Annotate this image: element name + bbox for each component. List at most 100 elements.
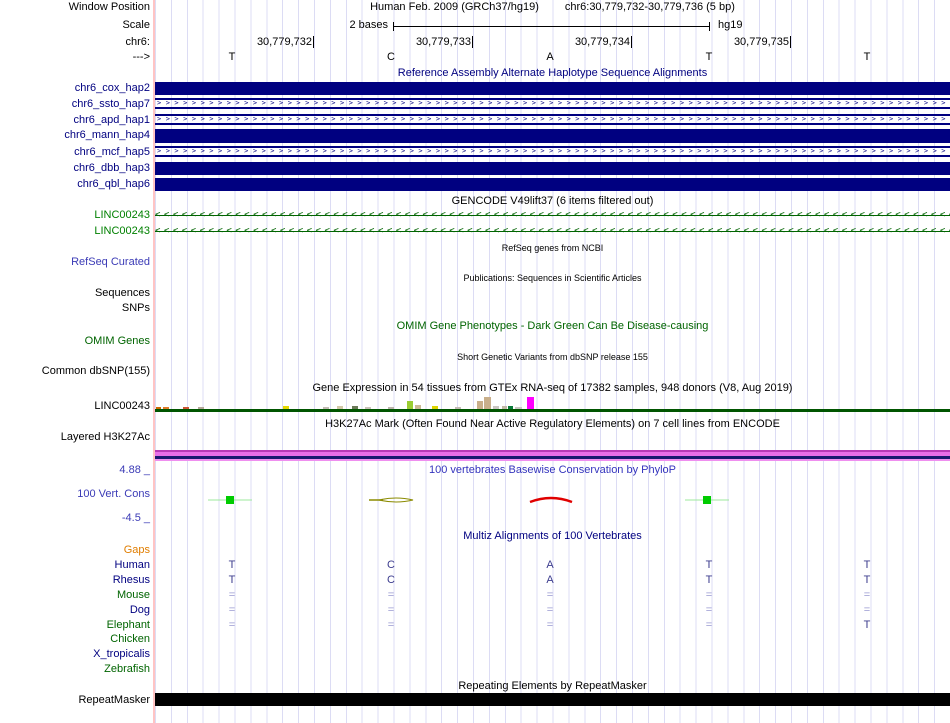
track-label-repeatmasker[interactable]: RepeatMasker xyxy=(78,694,150,706)
gtex-expression-bar[interactable] xyxy=(455,407,461,409)
alignment-base: T xyxy=(863,574,871,586)
hap-alignment-bar[interactable] xyxy=(155,82,950,95)
alignment-base: A xyxy=(546,559,554,571)
alignment-base: C xyxy=(387,574,395,586)
gene-model-chevrons[interactable]: <<<<<<<<<<<<<<<<<<<<<<<<<<<<<<<<<<<<<<<<… xyxy=(155,226,950,237)
gtex-expression-bar[interactable] xyxy=(283,406,289,409)
track-label-rhesus[interactable]: Rhesus xyxy=(112,574,150,586)
gtex-expression-bar[interactable] xyxy=(388,407,394,409)
refseq-track-title[interactable]: RefSeq genes from NCBI xyxy=(501,243,604,253)
track-label-gaps[interactable]: Gaps xyxy=(123,544,150,556)
gtex-expression-bar[interactable] xyxy=(407,401,413,409)
track-label-refseq-curated[interactable]: RefSeq Curated xyxy=(71,256,150,268)
track-label-x-tropicalis[interactable]: X_tropicalis xyxy=(93,648,150,660)
track-label-100-vert-cons[interactable]: 100 Vert. Cons xyxy=(77,488,150,500)
gene-model-chevrons[interactable]: <<<<<<<<<<<<<<<<<<<<<<<<<<<<<<<<<<<<<<<<… xyxy=(155,210,950,221)
gtex-gene-label[interactable]: LINC00243 xyxy=(94,400,150,412)
alignment-gap: = xyxy=(705,604,713,616)
gtex-expression-bar[interactable] xyxy=(515,407,522,409)
gtex-expression-bar[interactable] xyxy=(352,406,358,409)
hap-alignment-chevrons[interactable]: >>>>>>>>>>>>>>>>>>>>>>>>>>>>>>>>>>>>>>>>… xyxy=(155,98,950,109)
gtex-expression-bar[interactable] xyxy=(502,406,507,409)
repeatmasker-track-title[interactable]: Repeating Elements by RepeatMasker xyxy=(458,680,647,692)
h3k27ac-track-title[interactable]: H3K27Ac Mark (Often Found Near Active Re… xyxy=(325,418,780,430)
track-label-apd-hap1[interactable]: chr6_apd_hap1 xyxy=(73,114,150,126)
gtex-expression-bar[interactable] xyxy=(163,407,169,409)
scale-bar xyxy=(393,22,710,31)
ruler-tick xyxy=(790,36,791,48)
omim-track-title[interactable]: OMIM Gene Phenotypes - Dark Green Can Be… xyxy=(396,320,709,332)
track-label-snps[interactable]: SNPs xyxy=(121,302,150,314)
ruler-tick-label: 30,779,732 xyxy=(256,36,312,48)
phylop-negative-mark[interactable] xyxy=(528,493,574,508)
gencode-track-title[interactable]: GENCODE V49lift37 (6 items filtered out) xyxy=(451,195,654,207)
track-label-layered-h3k27ac[interactable]: Layered H3K27Ac xyxy=(60,431,150,443)
phylop-olive-mark[interactable] xyxy=(369,495,415,508)
scale-label: Scale xyxy=(122,19,150,31)
track-label-elephant[interactable]: Elephant xyxy=(106,619,150,631)
gtex-expression-bar[interactable] xyxy=(365,407,371,409)
alignment-base: T xyxy=(705,559,713,571)
hap-alignment-bar[interactable] xyxy=(155,178,950,191)
h3k27ac-layered-signal[interactable] xyxy=(155,450,950,461)
gene-label-linc00243[interactable]: LINC00243 xyxy=(94,225,150,237)
track-label-ssto-hap7[interactable]: chr6_ssto_hap7 xyxy=(71,98,150,110)
track-label-human[interactable]: Human xyxy=(114,559,150,571)
track-label-mann-hap4[interactable]: chr6_mann_hap4 xyxy=(64,129,150,141)
gtex-expression-bar[interactable] xyxy=(477,401,483,409)
hap-alignment-chevrons[interactable]: >>>>>>>>>>>>>>>>>>>>>>>>>>>>>>>>>>>>>>>>… xyxy=(155,114,950,125)
strand-arrow-label[interactable]: ---> xyxy=(132,51,150,63)
alignment-gap: = xyxy=(228,619,236,631)
alignment-gap: = xyxy=(863,589,871,601)
scale-genome: hg19 xyxy=(718,19,743,31)
dbsnp-track-title[interactable]: Short Genetic Variants from dbSNP releas… xyxy=(457,352,648,362)
gtex-expression-barchart[interactable] xyxy=(155,397,950,409)
alignment-gap: = xyxy=(387,604,395,616)
gtex-expression-bar[interactable] xyxy=(508,406,513,409)
multiz-track-title[interactable]: Multiz Alignments of 100 Vertebrates xyxy=(463,530,642,542)
track-label-zebrafish[interactable]: Zebrafish xyxy=(104,663,150,675)
track-label-qbl-hap6[interactable]: chr6_qbl_hap6 xyxy=(77,178,150,190)
hap-alignment-chevrons[interactable]: >>>>>>>>>>>>>>>>>>>>>>>>>>>>>>>>>>>>>>>>… xyxy=(155,146,950,157)
alignment-gap: = xyxy=(387,589,395,601)
chrom-label: chr6: xyxy=(125,36,150,48)
hap-alignment-bar[interactable] xyxy=(155,162,950,175)
gtex-expression-bar[interactable] xyxy=(198,407,204,409)
gtex-expression-bar[interactable] xyxy=(337,406,343,409)
reference-base: T xyxy=(228,51,236,63)
hap-track-title[interactable]: Reference Assembly Alternate Haplotype S… xyxy=(397,67,708,79)
track-label-chicken[interactable]: Chicken xyxy=(110,633,150,645)
track-label-common-dbsnp[interactable]: Common dbSNP(155) xyxy=(41,365,150,377)
gtex-expression-bar[interactable] xyxy=(527,397,534,409)
track-label-omim-genes[interactable]: OMIM Genes xyxy=(84,335,150,347)
phylop-positive-mark[interactable] xyxy=(685,495,729,508)
phylop-track-title[interactable]: 100 vertebrates Basewise Conservation by… xyxy=(428,464,677,476)
repeatmasker-element-bar[interactable] xyxy=(155,693,950,706)
gtex-expression-bar[interactable] xyxy=(156,407,161,409)
track-label-dbb-hap3[interactable]: chr6_dbb_hap3 xyxy=(73,162,150,174)
alignment-gap: = xyxy=(228,589,236,601)
track-label-mouse[interactable]: Mouse xyxy=(116,589,150,601)
window-position-label: Window Position xyxy=(68,1,150,13)
publications-track-title[interactable]: Publications: Sequences in Scientific Ar… xyxy=(463,273,642,283)
hap-alignment-bar[interactable] xyxy=(155,129,950,143)
track-label-mcf-hap5[interactable]: chr6_mcf_hap5 xyxy=(74,146,150,158)
gtex-expression-bar[interactable] xyxy=(484,397,491,409)
ruler-tick-label: 30,779,734 xyxy=(574,36,630,48)
gtex-track-title[interactable]: Gene Expression in 54 tissues from GTEx … xyxy=(312,382,793,394)
gtex-expression-bar[interactable] xyxy=(493,406,499,409)
gtex-gene-baseline[interactable] xyxy=(155,409,950,412)
phylop-positive-mark[interactable] xyxy=(208,495,252,508)
gtex-expression-bar[interactable] xyxy=(415,405,421,409)
gene-label-linc00243[interactable]: LINC00243 xyxy=(94,209,150,221)
track-label-dog[interactable]: Dog xyxy=(129,604,150,616)
track-label-sequences[interactable]: Sequences xyxy=(94,287,150,299)
gtex-expression-bar[interactable] xyxy=(323,407,329,409)
gtex-expression-bar[interactable] xyxy=(183,407,189,409)
alignment-base: T xyxy=(228,574,236,586)
gtex-expression-bar[interactable] xyxy=(432,406,438,409)
ruler-tick xyxy=(313,36,314,48)
alignment-base: T xyxy=(705,574,713,586)
assembly-name: Human Feb. 2009 (GRCh37/hg19) xyxy=(370,1,539,13)
track-label-cox-hap2[interactable]: chr6_cox_hap2 xyxy=(74,82,150,94)
